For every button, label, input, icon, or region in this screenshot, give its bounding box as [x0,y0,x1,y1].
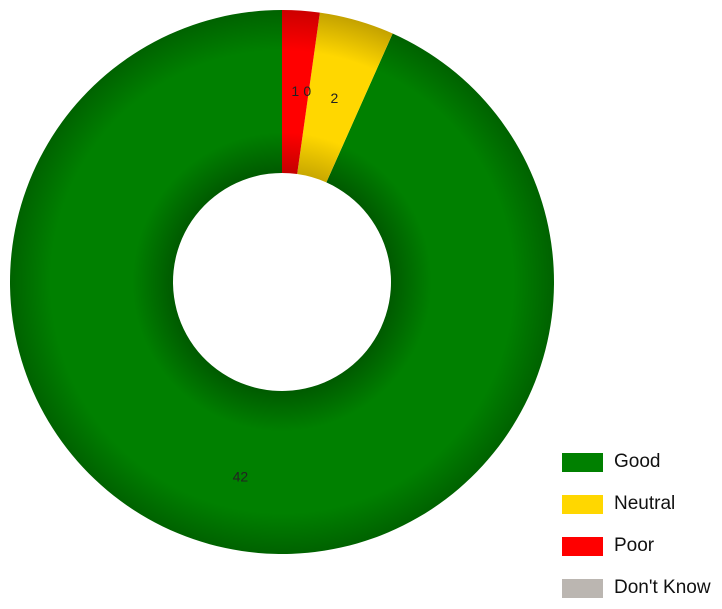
data-label-neutral: 2 [331,90,339,106]
legend: Good Neutral Poor Don't Know [562,441,711,609]
donut-slices [10,10,555,554]
data-label-poor: 1 [291,83,299,99]
data-label-don-t-know: 0 [303,83,311,99]
slice-poor[interactable] [282,10,320,175]
legend-label-good: Good [614,451,661,472]
legend-swatch-dont-know [562,578,603,598]
slice-good[interactable] [10,10,555,554]
legend-label-neutral: Neutral [614,493,676,514]
legend-swatch-poor [562,536,603,556]
legend-item-poor[interactable]: Poor [562,525,711,567]
legend-label-dont-know: Don't Know [614,577,711,598]
legend-item-good[interactable]: Good [562,441,711,483]
slice-labels: 42 2 1 0 [233,83,339,484]
slice-neutral[interactable] [297,12,393,183]
legend-swatch-good [562,452,603,472]
donut-chart: 42 2 1 0 [10,10,555,554]
data-label-good: 42 [233,468,249,484]
legend-item-neutral[interactable]: Neutral [562,483,711,525]
legend-label-poor: Poor [614,535,655,556]
legend-item-dont-know[interactable]: Don't Know [562,567,711,609]
legend-swatch-neutral [562,494,603,514]
